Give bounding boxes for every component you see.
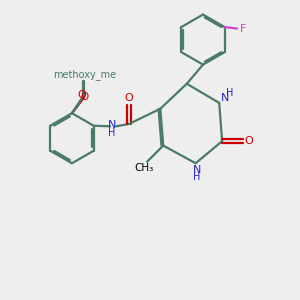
Text: CH₃: CH₃ bbox=[134, 163, 153, 173]
Text: N: N bbox=[221, 94, 229, 103]
Text: H: H bbox=[194, 172, 201, 182]
Text: O: O bbox=[124, 93, 134, 103]
Text: H: H bbox=[108, 128, 116, 138]
Text: O: O bbox=[80, 92, 88, 102]
Text: O: O bbox=[245, 136, 254, 146]
Text: methoxy_me: methoxy_me bbox=[53, 69, 116, 80]
Text: F: F bbox=[240, 23, 247, 34]
Text: H: H bbox=[226, 88, 233, 98]
Text: N: N bbox=[193, 165, 201, 175]
Text: N: N bbox=[108, 120, 116, 130]
Text: O: O bbox=[77, 90, 86, 100]
